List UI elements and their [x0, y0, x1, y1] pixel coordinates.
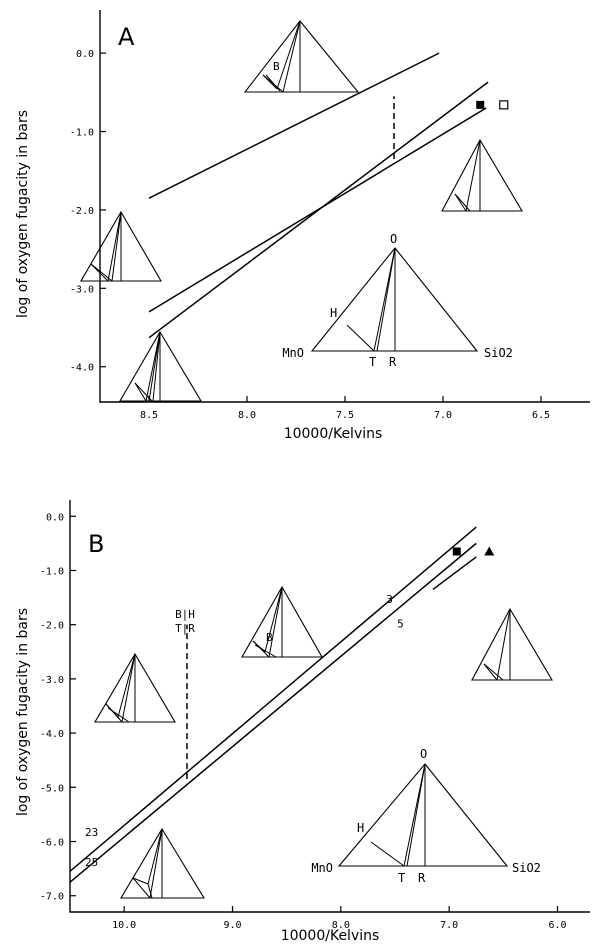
panel-a-xtick-label: 7.0 — [434, 410, 452, 421]
panel-b-phase-diagram-left — [94, 652, 176, 723]
panel-a-ytick-label: -3.0 — [70, 284, 94, 295]
panel-a-markers-group — [476, 100, 509, 110]
panel-b-phase-r: R — [418, 871, 426, 885]
panel-b-letter: B — [88, 530, 104, 558]
panel-b-xtick-label: 6.0 — [548, 920, 566, 931]
panel-b-ytick-label: -3.0 — [40, 675, 64, 686]
panel-b-field-label-b: B — [266, 631, 273, 644]
panel-b-vertex-left: MnO — [311, 861, 333, 875]
panel-b-ytick-label: 0.0 — [46, 512, 64, 523]
panel-b-ytick-label: -2.0 — [40, 621, 64, 632]
panel-b-series-line-2 — [69, 542, 477, 883]
panel-b-key-diagram: O MnO SiO2 H T R — [311, 747, 541, 885]
panel-a-xtick-label: 8.0 — [238, 410, 256, 421]
panel-b-phase-diagram-bottom — [120, 827, 205, 899]
panel-b: 10.0 9.0 8.0 7.0 6.0 0.0 -1.0 -2.0 -3.0 -4.0 -5.0 -… — [15, 500, 590, 944]
panel-b-phase-h: H — [357, 821, 364, 835]
panel-b-marker-filled-triangle — [484, 546, 495, 556]
panel-a-letter: A — [118, 23, 135, 51]
panel-b-xlabel: 10000/Kelvins — [281, 928, 380, 944]
panel-a-series-group — [148, 52, 489, 339]
panel-b-marker-filled-square — [452, 547, 461, 556]
panel-a-vertex-left: MnO — [282, 346, 304, 360]
panel-a: 8.5 8.0 7.5 7.0 6.5 0.0 -1.0 -2.0 -3.0 -4.0 A 100… — [15, 10, 590, 442]
panel-a-ytick-label: -2.0 — [70, 206, 94, 217]
panel-a-phase-diagram-left — [80, 210, 162, 282]
panel-b-reaction-label-top: B|H — [175, 608, 195, 621]
panel-b-series-group — [69, 526, 477, 883]
panel-a-phase-r: R — [389, 355, 397, 369]
panel-a-marker-open-square — [499, 100, 509, 110]
panel-b-reaction-label-bottom: T|R — [175, 622, 195, 635]
panel-a-ylabel: log of oxygen fugacity in bars — [15, 110, 31, 318]
panel-b-phase-t: T — [398, 871, 405, 885]
panel-b-reaction-label: B|H T|R — [175, 608, 195, 635]
panel-a-field-label-b: B — [273, 60, 280, 73]
panel-b-series-label: 3 — [386, 593, 393, 606]
panel-a-vertex-right: SiO2 — [484, 346, 513, 360]
panel-b-ytick-label: -6.0 — [40, 838, 64, 849]
panel-a-ytick-label: -4.0 — [70, 363, 94, 374]
panel-b-ytick-label: -5.0 — [40, 783, 64, 794]
panel-b-plot-area: 10.0 9.0 8.0 7.0 6.0 0.0 -1.0 -2.0 -3.0 -4.0 -5.0 -… — [40, 500, 590, 931]
panel-b-xtick-label: 8.0 — [332, 920, 350, 931]
panel-a-xlabel: 10000/Kelvins — [284, 426, 383, 442]
panel-a-vertex-top: O — [390, 232, 397, 246]
panel-a-phase-t: T — [369, 355, 376, 369]
panel-b-labels-group: 35 23 25 — [85, 593, 404, 869]
panel-b-series-label: 5 — [397, 617, 404, 630]
panel-b-xtick-label: 10.0 — [112, 920, 136, 931]
panel-b-xtick-label: 9.0 — [223, 920, 241, 931]
panel-b-ytick-label: -1.0 — [40, 566, 64, 577]
panel-b-markers-group — [452, 546, 495, 556]
panel-a-phase-diagram-right — [441, 138, 523, 212]
panel-b-vertex-top: O — [420, 747, 427, 761]
panel-a-phase-diagram-top: B — [243, 20, 360, 93]
panel-a-frame — [99, 10, 590, 403]
panel-a-phase-diagram-bottom — [119, 330, 202, 402]
panel-b-ytick-label: -7.0 — [40, 892, 64, 903]
panel-b-series-line-1 — [69, 526, 477, 872]
panel-a-xtick-label: 7.5 — [336, 410, 354, 421]
panel-b-thick-segment — [432, 556, 477, 591]
panel-b-xtick-label: 7.0 — [440, 920, 458, 931]
panel-a-series-line-3 — [148, 81, 489, 339]
panel-b-series-label: 25 — [85, 856, 98, 869]
panel-b-ytick-label: -4.0 — [40, 729, 64, 740]
panel-b-phase-diagram-top: B — [241, 585, 323, 658]
panel-a-ticks: 8.5 8.0 7.5 7.0 6.5 0.0 -1.0 -2.0 -3.0 -4.0 — [70, 49, 550, 421]
panel-b-vertex-right: SiO2 — [512, 861, 541, 875]
panel-a-ytick-label: 0.0 — [76, 49, 94, 60]
panel-a-phase-h: H — [330, 306, 337, 320]
panel-a-series-line-1 — [148, 52, 440, 199]
panel-b-series-label: 23 — [85, 826, 98, 839]
panel-a-ytick-label: -1.0 — [70, 128, 94, 139]
panel-a-plot-area: 8.5 8.0 7.5 7.0 6.5 0.0 -1.0 -2.0 -3.0 -4.0 — [70, 10, 590, 421]
panel-b-frame — [69, 500, 590, 913]
panel-b-phase-diagram-right — [471, 607, 553, 681]
panel-b-ticks: 10.0 9.0 8.0 7.0 6.0 0.0 -1.0 -2.0 -3.0 -4.0 -5.0 -… — [40, 512, 567, 931]
panel-b-ylabel: log of oxygen fugacity in bars — [15, 608, 31, 816]
panel-a-xtick-label: 6.5 — [532, 410, 550, 421]
panel-a-marker-filled-square — [476, 100, 485, 109]
panel-a-xtick-label: 8.5 — [140, 410, 158, 421]
panel-a-key-diagram: O MnO SiO2 H T R — [282, 232, 513, 369]
